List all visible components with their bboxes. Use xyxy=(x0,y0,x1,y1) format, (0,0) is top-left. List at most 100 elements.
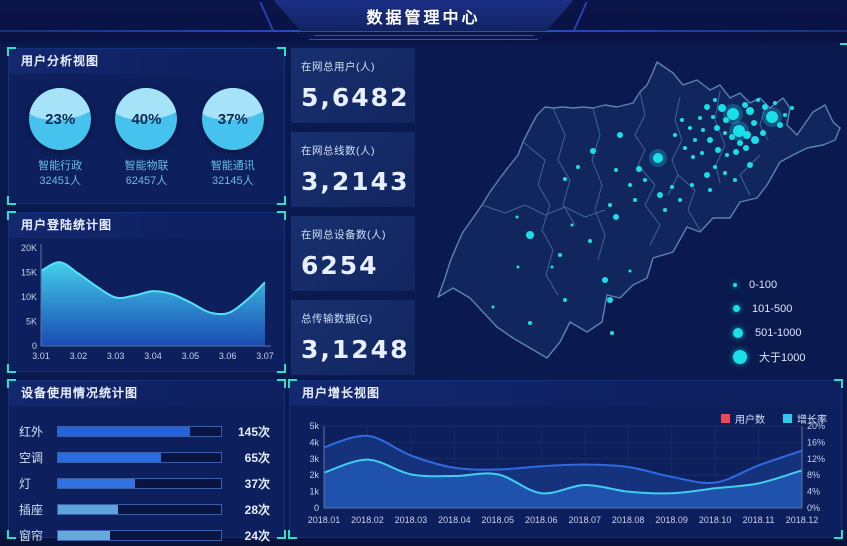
growth-x-tick: 2018.12 xyxy=(786,515,819,525)
login-x-tick: 3.02 xyxy=(70,351,88,361)
corner-decoration xyxy=(288,530,297,539)
map-data-dot xyxy=(704,172,710,178)
growth-x-tick: 2018.08 xyxy=(612,515,645,525)
map-data-dot xyxy=(727,108,739,120)
device-bar-row: 红外 145次 xyxy=(19,422,270,441)
map-data-dot xyxy=(747,162,753,168)
stat-card-total-users: 在网总用户(人) 5,6482 xyxy=(291,48,415,123)
legend-item-growth-rate[interactable]: 增长率 xyxy=(783,411,827,426)
map-data-dot xyxy=(607,297,613,303)
growth-right-tick: 4% xyxy=(807,487,820,497)
corner-decoration xyxy=(7,196,16,205)
map-data-dot xyxy=(563,298,567,302)
gauge-label: 智能行政 32451人 xyxy=(38,159,82,189)
growth-x-tick: 2018.10 xyxy=(699,515,732,525)
map-legend-row: 大于1000 xyxy=(733,349,829,364)
stat-label: 在网总用户(人) xyxy=(301,61,375,73)
corner-decoration xyxy=(277,211,286,220)
device-bar-value: 37次 xyxy=(244,477,270,491)
stat-label: 总传输数据(G) xyxy=(301,313,373,325)
header-title-bracket xyxy=(297,33,550,40)
map-inner-border xyxy=(714,90,726,184)
growth-right-tick: 12% xyxy=(807,454,825,464)
map-data-dot xyxy=(790,106,794,110)
map-data-dot xyxy=(628,269,632,273)
map-data-dot xyxy=(714,125,720,131)
map-legend-row: 501-1000 xyxy=(733,325,829,340)
device-bars-container: 红外 145次 空调 65次灯 37次 插座 28次 窗帘 24次 xyxy=(9,406,284,545)
device-bar-label: 窗帘 xyxy=(19,529,44,543)
map-data-dot xyxy=(746,107,754,115)
stat-label: 在网总线数(人) xyxy=(301,145,375,157)
map-data-dot xyxy=(760,130,766,136)
map-data-dot xyxy=(570,223,574,227)
map-data-dot xyxy=(613,214,619,220)
map-data-dot xyxy=(670,185,674,189)
map-data-dot xyxy=(743,131,751,139)
map-legend-row: 0-100 xyxy=(733,277,829,292)
header-slash-right xyxy=(572,2,588,32)
map-data-dot xyxy=(608,203,612,207)
map-data-dot xyxy=(673,133,677,137)
corner-decoration xyxy=(7,364,16,373)
map-data-dot xyxy=(711,115,715,119)
panel-title-login-stats: 用户登陆统计图 xyxy=(9,213,284,238)
map-inner-border xyxy=(759,106,769,141)
stat-value: 6254 xyxy=(301,251,379,280)
panel-title-user-growth: 用户增长视图 xyxy=(290,381,841,406)
gauge-title: 智能行政 xyxy=(38,160,83,172)
map-data-dot xyxy=(713,98,717,102)
map-legend-dot-icon xyxy=(733,349,747,364)
growth-right-tick: 20% xyxy=(807,421,825,431)
legend-item-users[interactable]: 用户数 xyxy=(721,411,765,426)
panel-title-device-usage: 设备使用情况统计图 xyxy=(9,381,284,406)
corner-decoration xyxy=(277,196,286,205)
gauge-percentage: 23% xyxy=(45,110,76,128)
map-data-dot xyxy=(723,117,729,123)
gauge-title: 智能通讯 xyxy=(210,160,255,172)
map-inner-border xyxy=(552,107,576,226)
stat-value: 5,6482 xyxy=(301,83,410,112)
map-inner-border xyxy=(667,96,683,196)
map-inner-border xyxy=(522,141,559,296)
gauge-row: 23% 智能行政 32451人 40% 智能物联 62457人 37% xyxy=(9,74,284,189)
corner-decoration xyxy=(7,47,16,56)
growth-right-tick: 16% xyxy=(807,437,825,447)
map-data-dot xyxy=(617,132,623,138)
corner-decoration xyxy=(834,530,843,539)
map-data-dot xyxy=(588,239,592,243)
map-data-dot xyxy=(729,134,735,140)
map-data-dot xyxy=(614,168,618,172)
map-data-dot xyxy=(751,136,759,144)
stat-card-total-data: 总传输数据(G) 3,1248 xyxy=(291,300,415,375)
map-data-dot xyxy=(766,111,778,123)
map-data-dot xyxy=(515,215,519,219)
map-region: 0-100 101-500 501-1000 大于1000 xyxy=(420,43,847,380)
login-line xyxy=(40,261,266,316)
map-data-dot xyxy=(688,126,692,130)
map-legend-dot-icon xyxy=(733,305,740,312)
growth-users-line xyxy=(323,434,803,485)
login-x-tick: 3.01 xyxy=(32,351,50,361)
map-data-dot xyxy=(558,253,562,257)
gauge-item-admin: 23% 智能行政 32451人 xyxy=(17,88,102,189)
map-data-dot xyxy=(628,183,632,187)
device-bar-value: 145次 xyxy=(237,425,270,439)
device-bar-value: 24次 xyxy=(244,529,270,543)
corner-decoration xyxy=(277,47,286,56)
gauge-item-iot: 40% 智能物联 62457人 xyxy=(104,88,189,189)
header: 数据管理中心 xyxy=(0,0,847,42)
device-bar-label: 插座 xyxy=(19,503,44,517)
map-data-dot xyxy=(657,192,663,198)
map-legend: 0-100 101-500 501-1000 大于1000 xyxy=(733,277,829,364)
growth-x-tick: 2018.02 xyxy=(351,515,384,525)
login-area xyxy=(41,262,265,346)
device-bar-row: 窗帘 24次 xyxy=(19,526,270,545)
stat-value: 3,2143 xyxy=(301,167,410,196)
map-data-dot xyxy=(733,149,739,155)
corner-decoration xyxy=(277,530,286,539)
corner-decoration xyxy=(840,43,847,52)
map-data-dot xyxy=(528,321,532,325)
device-bar-track xyxy=(57,452,222,463)
map-data-dot xyxy=(756,98,760,102)
